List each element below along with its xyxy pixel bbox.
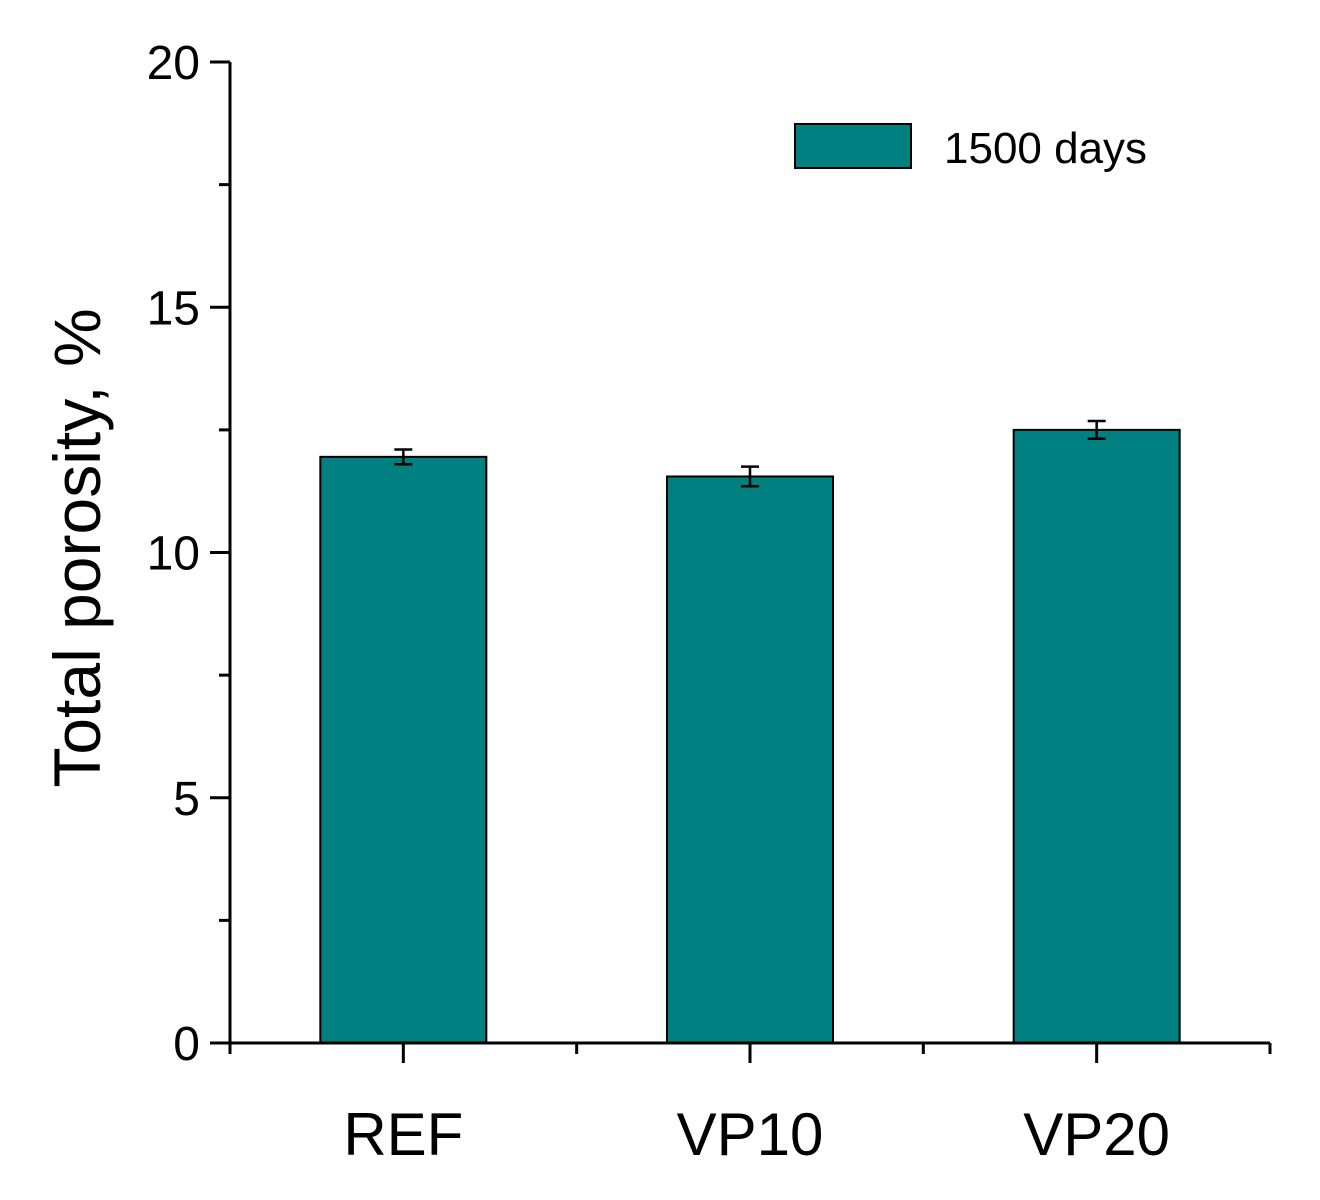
x-category-label: VP10 [677,1101,824,1168]
bars-layer [319,428,1181,1045]
bar-vp10 [666,475,834,1045]
legend-swatch [794,123,912,169]
y-tick-label: 5 [173,773,200,826]
y-axis-title: Total porosity, % [40,308,114,787]
bar-ref [319,455,488,1045]
axes-layer: 0 5 10 15 20 REF VP10 VP20 [147,37,1272,1168]
error-bars-layer [394,419,1106,488]
y-tick-label: 15 [147,282,200,335]
y-tick-label: 10 [147,528,200,581]
x-category-label: REF [343,1101,463,1168]
legend-label: 1500 days [944,124,1147,173]
x-category-label: VP20 [1023,1101,1170,1168]
bar-vp20 [1012,428,1181,1044]
legend: 1500 days [794,123,1147,173]
y-tick-label: 0 [173,1018,200,1071]
y-tick-label: 20 [147,37,200,90]
